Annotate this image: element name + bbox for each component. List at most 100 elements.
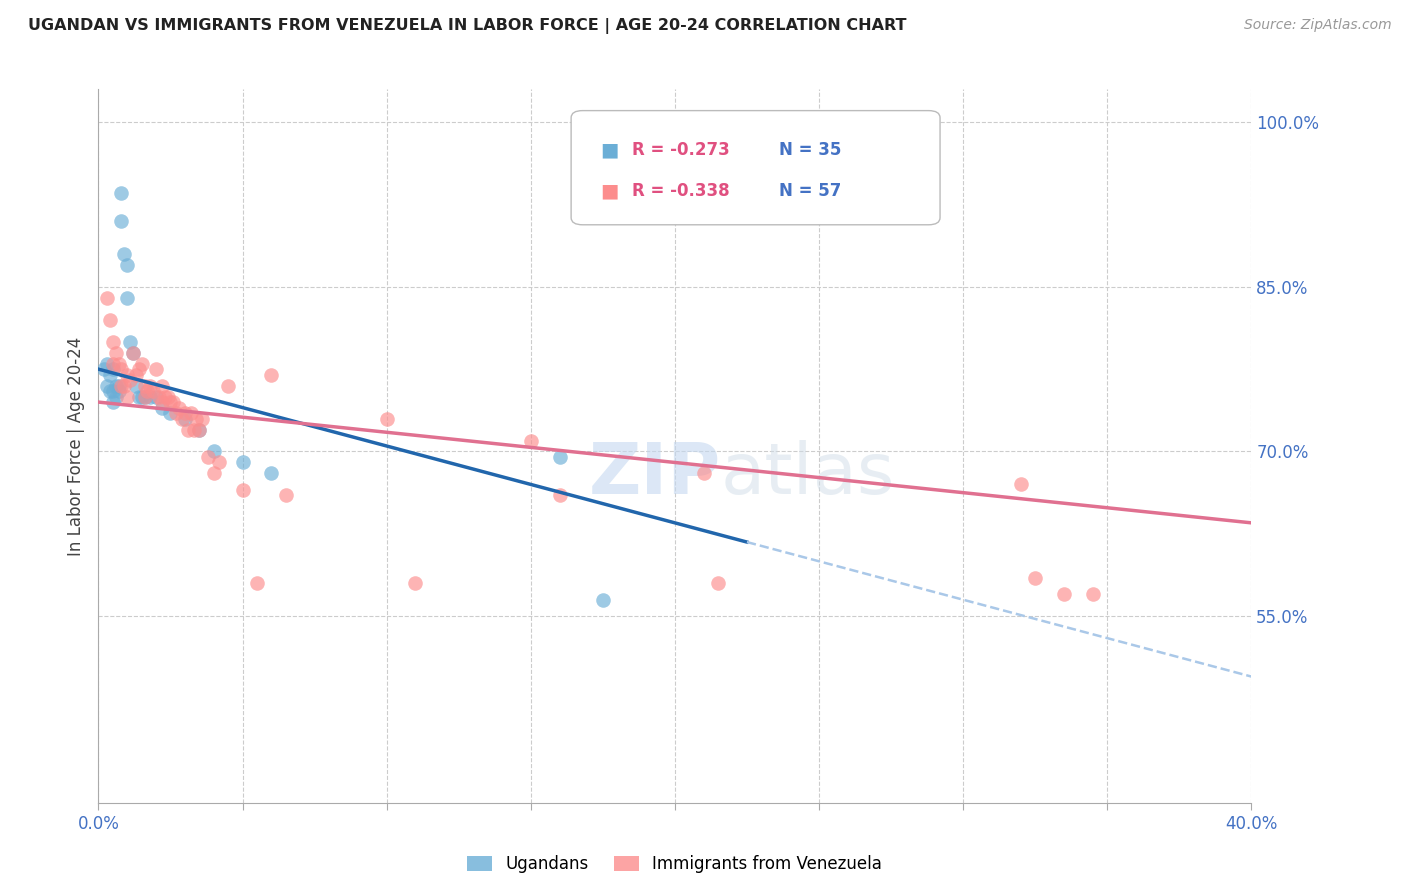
Point	[231, 483, 254, 497]
Point	[117, 258, 139, 272]
Point	[191, 411, 214, 425]
Point	[707, 576, 730, 591]
Point	[110, 378, 132, 392]
Point	[1024, 571, 1046, 585]
Point	[134, 390, 156, 404]
Text: R = -0.273: R = -0.273	[633, 141, 730, 159]
Point	[112, 378, 135, 392]
Point	[177, 423, 200, 437]
Point	[202, 467, 225, 481]
Point	[117, 390, 139, 404]
Point	[188, 423, 211, 437]
Point	[150, 401, 173, 415]
Point	[134, 378, 156, 392]
Point	[110, 362, 132, 376]
Point	[405, 576, 427, 591]
Point	[101, 334, 124, 349]
Point	[375, 411, 398, 425]
Legend: Ugandans, Immigrants from Venezuela: Ugandans, Immigrants from Venezuela	[461, 849, 889, 880]
Point	[131, 390, 153, 404]
Text: R = -0.338: R = -0.338	[633, 182, 730, 200]
Point	[548, 450, 571, 464]
Point	[134, 390, 156, 404]
Point	[548, 488, 571, 502]
Point	[150, 395, 173, 409]
Point	[217, 378, 239, 392]
Point	[180, 406, 202, 420]
Point	[159, 406, 181, 420]
Point	[98, 384, 121, 398]
Point	[1053, 587, 1076, 601]
Point	[93, 362, 115, 376]
Point	[120, 373, 142, 387]
Point	[125, 378, 148, 392]
Point	[110, 214, 132, 228]
Text: atlas: atlas	[721, 440, 896, 509]
Point	[197, 450, 219, 464]
Point	[139, 378, 162, 392]
Point	[122, 345, 145, 359]
Point	[231, 455, 254, 469]
FancyBboxPatch shape	[571, 111, 941, 225]
Point	[145, 390, 167, 404]
Y-axis label: In Labor Force | Age 20-24: In Labor Force | Age 20-24	[66, 336, 84, 556]
Point	[693, 467, 716, 481]
Point	[101, 384, 124, 398]
Point	[104, 345, 127, 359]
Point	[145, 362, 167, 376]
Point	[1081, 587, 1104, 601]
Point	[274, 488, 297, 502]
Point	[117, 368, 139, 382]
Point	[142, 384, 165, 398]
Point	[122, 345, 145, 359]
Point	[139, 390, 162, 404]
Point	[150, 378, 173, 392]
Point	[104, 390, 127, 404]
Point	[148, 390, 170, 404]
Point	[101, 362, 124, 376]
Text: N = 57: N = 57	[779, 182, 841, 200]
Point	[520, 434, 543, 448]
Point	[170, 411, 193, 425]
Point	[104, 378, 127, 392]
Point	[260, 368, 283, 382]
Point	[120, 334, 142, 349]
Point	[117, 291, 139, 305]
Point	[96, 378, 118, 392]
Point	[592, 592, 614, 607]
Point	[98, 368, 121, 382]
Point	[159, 395, 181, 409]
Point	[183, 423, 205, 437]
Point	[107, 384, 129, 398]
Point	[110, 186, 132, 201]
Point	[96, 291, 118, 305]
Point	[107, 357, 129, 371]
Point	[112, 247, 135, 261]
Text: ■: ■	[600, 181, 619, 200]
Text: ■: ■	[600, 140, 619, 160]
Point	[162, 395, 184, 409]
Point	[174, 411, 197, 425]
Point	[1010, 477, 1032, 491]
Text: N = 35: N = 35	[779, 141, 841, 159]
Point	[208, 455, 231, 469]
Point	[101, 395, 124, 409]
Point	[188, 423, 211, 437]
Point	[246, 576, 269, 591]
Point	[128, 362, 150, 376]
Text: Source: ZipAtlas.com: Source: ZipAtlas.com	[1244, 18, 1392, 32]
Point	[202, 444, 225, 458]
Point	[131, 357, 153, 371]
Point	[260, 467, 283, 481]
Point	[98, 312, 121, 326]
Text: ZIP: ZIP	[589, 440, 721, 509]
Point	[136, 384, 159, 398]
Point	[128, 390, 150, 404]
Point	[165, 406, 187, 420]
Point	[156, 390, 179, 404]
Point	[167, 401, 190, 415]
Point	[174, 406, 197, 420]
Text: UGANDAN VS IMMIGRANTS FROM VENEZUELA IN LABOR FORCE | AGE 20-24 CORRELATION CHAR: UGANDAN VS IMMIGRANTS FROM VENEZUELA IN …	[28, 18, 907, 34]
Point	[101, 357, 124, 371]
Point	[107, 378, 129, 392]
